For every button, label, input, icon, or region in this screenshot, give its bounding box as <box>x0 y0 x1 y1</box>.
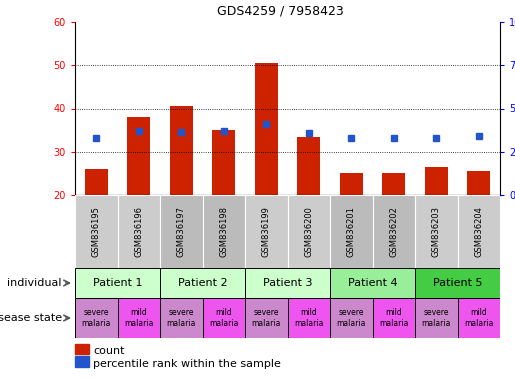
Bar <box>169 106 193 195</box>
Text: severe
malaria: severe malaria <box>337 308 366 328</box>
Bar <box>330 268 415 298</box>
Bar <box>245 268 330 298</box>
Bar <box>415 195 457 268</box>
Text: GSM836204: GSM836204 <box>474 206 483 257</box>
Bar <box>424 167 448 195</box>
Text: severe
malaria: severe malaria <box>422 308 451 328</box>
Text: Patient 3: Patient 3 <box>263 278 312 288</box>
Bar <box>202 298 245 338</box>
Bar <box>245 298 287 338</box>
Bar <box>339 173 363 195</box>
Text: GSM836197: GSM836197 <box>177 206 186 257</box>
Text: Patient 5: Patient 5 <box>433 278 482 288</box>
Bar <box>75 298 117 338</box>
Bar <box>117 195 160 268</box>
Bar <box>467 171 490 195</box>
Bar <box>457 298 500 338</box>
Bar <box>212 130 235 195</box>
Bar <box>330 195 372 268</box>
Text: GSM836203: GSM836203 <box>432 206 441 257</box>
Text: GSM836202: GSM836202 <box>389 206 398 257</box>
Bar <box>457 195 500 268</box>
Bar <box>415 298 457 338</box>
Bar <box>160 268 245 298</box>
Bar <box>202 195 245 268</box>
Bar <box>75 195 117 268</box>
Text: count: count <box>93 346 125 356</box>
Bar <box>372 298 415 338</box>
Bar <box>254 63 278 195</box>
Text: GSM836196: GSM836196 <box>134 206 143 257</box>
Bar <box>372 195 415 268</box>
Text: individual: individual <box>8 278 62 288</box>
Text: GSM836201: GSM836201 <box>347 206 356 257</box>
Text: GSM836195: GSM836195 <box>92 206 101 257</box>
Bar <box>287 298 330 338</box>
Bar <box>297 137 320 195</box>
Bar <box>84 169 108 195</box>
Text: percentile rank within the sample: percentile rank within the sample <box>93 359 281 369</box>
Bar <box>382 173 405 195</box>
Bar <box>160 195 202 268</box>
Text: mild
malaria: mild malaria <box>209 308 238 328</box>
Text: severe
malaria: severe malaria <box>251 308 281 328</box>
Text: Patient 4: Patient 4 <box>348 278 397 288</box>
Text: GSM836198: GSM836198 <box>219 206 228 257</box>
Text: GSM836199: GSM836199 <box>262 206 271 257</box>
Text: Patient 2: Patient 2 <box>178 278 227 288</box>
Bar <box>415 268 500 298</box>
Bar <box>245 195 287 268</box>
Text: mild
malaria: mild malaria <box>379 308 408 328</box>
Text: mild
malaria: mild malaria <box>294 308 323 328</box>
Text: mild
malaria: mild malaria <box>124 308 153 328</box>
Bar <box>127 117 150 195</box>
Text: GSM836200: GSM836200 <box>304 206 313 257</box>
Bar <box>287 195 330 268</box>
Bar <box>330 298 372 338</box>
Text: severe
malaria: severe malaria <box>81 308 111 328</box>
Text: GDS4259 / 7958423: GDS4259 / 7958423 <box>217 5 344 18</box>
Bar <box>75 268 160 298</box>
Text: Patient 1: Patient 1 <box>93 278 142 288</box>
Text: severe
malaria: severe malaria <box>166 308 196 328</box>
Text: disease state: disease state <box>0 313 62 323</box>
Bar <box>160 298 202 338</box>
Bar <box>117 298 160 338</box>
Text: mild
malaria: mild malaria <box>464 308 493 328</box>
